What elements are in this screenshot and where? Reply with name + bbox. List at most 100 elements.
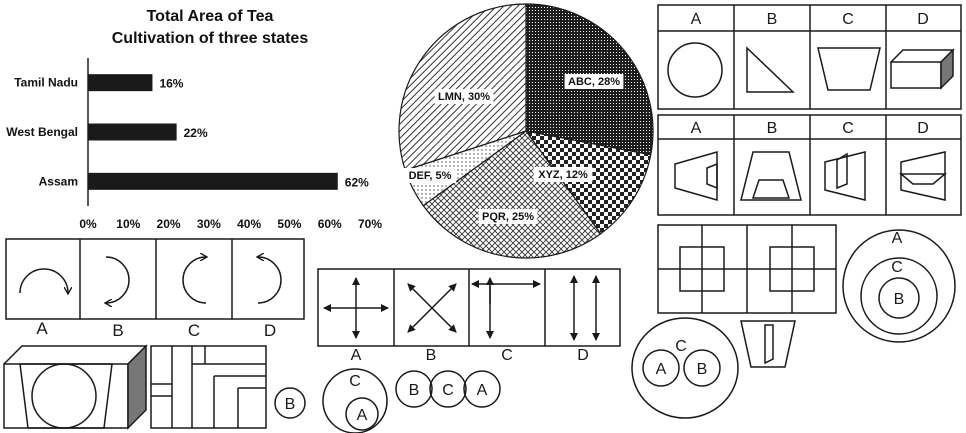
pie-label-bg-4	[434, 89, 494, 104]
venn-c-right-label: B	[697, 361, 708, 378]
bar-x-tick-5: 50%	[277, 217, 301, 231]
bar-category-label-0: Tamil Nadu	[14, 76, 78, 90]
pie-label-1: XYZ, 12%	[538, 169, 588, 181]
small-trapezoid-figure	[740, 320, 796, 368]
trapezoid-option-grid	[657, 114, 962, 216]
option-c-figure	[824, 151, 866, 201]
pie-slice-2	[422, 130, 602, 259]
pie-label-bg-3	[403, 168, 457, 183]
pie-label-bg-0	[564, 74, 624, 89]
venn-nested-label-outer: A	[892, 230, 903, 247]
venn-small-b-label: B	[285, 396, 296, 413]
pie-label-0: ABC, 28%	[568, 76, 620, 88]
venn-a-inner-circle	[345, 397, 379, 431]
bar-value-label-0: 16%	[159, 77, 183, 91]
pie-label-bg-2	[478, 209, 538, 224]
cuboid-shape	[890, 48, 955, 90]
bar-x-tick-6: 60%	[318, 217, 342, 231]
pie-slice-1	[524, 130, 652, 235]
pie-label-bg-1	[533, 167, 593, 182]
bar-chart-title: Total Area of Tea Cultivation of three s…	[60, 6, 360, 50]
bar-value-label-1: 22%	[184, 126, 208, 140]
brick-grid-figure	[150, 345, 267, 429]
trap-grid-header-c: C	[842, 120, 854, 137]
bar-1	[88, 123, 177, 141]
arc-option-label-c: C	[188, 321, 200, 340]
bar-x-tick-3: 30%	[197, 217, 221, 231]
shape-grid-header-a: A	[691, 11, 702, 28]
pie-label-3: DEF, 5%	[409, 170, 452, 182]
venn-chain-a-circle	[463, 370, 501, 408]
arc-option-label-d: D	[264, 321, 276, 340]
bar-chart-bars: Tamil Nadu 16% West Bengal 22% Assam 62% 0% 10%…	[6, 74, 382, 231]
venn-nested-label-middle: C	[891, 259, 903, 276]
venn-chain-label-c: C	[442, 382, 454, 399]
squares-panel	[657, 224, 837, 368]
arc-option-a-arrow	[19, 268, 68, 293]
venn-c-left-label: A	[656, 361, 667, 378]
arrow-option-label-b: B	[426, 347, 437, 364]
bar-x-tick-0: 0%	[79, 217, 97, 231]
venn-chain-label-b: B	[409, 382, 420, 399]
arc-option-label-b: B	[112, 321, 123, 340]
option-grids: A B C D A B C D	[657, 4, 962, 216]
option-b-figure	[740, 151, 802, 201]
venn-c-outer-circle	[322, 368, 388, 433]
arc-option-d-arrow	[258, 257, 282, 304]
venn-c-outer-label: C	[349, 373, 361, 390]
arrow-option-label-c: C	[501, 347, 513, 364]
venn-chain-b-circle	[395, 370, 433, 408]
bar-x-tick-1: 10%	[116, 217, 140, 231]
triangle-shape	[746, 46, 795, 93]
bar-chart-title-line-1: Total Area of Tea	[146, 8, 274, 25]
arrow-option-a-cross	[323, 277, 389, 339]
bar-category-label-1: West Bengal	[6, 125, 78, 139]
shape-grid-header-c: C	[842, 11, 854, 28]
arc-option-label-a: A	[36, 319, 48, 338]
arrow-option-c-t	[471, 277, 541, 339]
pie-label-4: LMN, 30%	[438, 91, 490, 103]
venn-nested-acb: A C B	[842, 229, 956, 343]
arrow-option-b-x	[407, 283, 457, 333]
shape-grid	[657, 4, 962, 110]
bar-0	[88, 74, 153, 92]
shape-grid-header-b: B	[767, 11, 778, 28]
trap-grid-header-b: B	[767, 120, 778, 137]
arc-options: A B C D	[5, 238, 305, 340]
bottom-left-figures	[3, 344, 267, 430]
square-right	[769, 246, 815, 292]
bar-2	[88, 172, 338, 190]
trap-grid-header-a: A	[691, 120, 702, 137]
bar-category-label-2: Assam	[39, 174, 78, 188]
venn-c-top-label: C	[675, 338, 687, 355]
trapezoid-shape	[817, 47, 881, 91]
bottom-venns: B C A B C A	[274, 368, 501, 433]
bar-chart-title-line-2: Cultivation of three states	[111, 30, 309, 47]
arc-option-c-arrow	[182, 257, 206, 304]
bar-x-tick-2: 20%	[157, 217, 181, 231]
pie-label-2: PQR, 25%	[482, 211, 534, 223]
square-left	[679, 246, 725, 292]
option-d-figure	[898, 151, 948, 201]
arc-option-b-arrow	[106, 256, 130, 303]
box-with-circle-figure	[3, 344, 148, 430]
pie-chart: ABC, 28% XYZ, 12% PQR, 25% DEF, 5% LMN, 30%	[398, 3, 654, 259]
venn-small-b-circle	[274, 387, 306, 419]
pie-labels: ABC, 28% XYZ, 12% PQR, 25% DEF, 5% LMN, 30%	[403, 74, 624, 224]
bar-chart: Tamil Nadu 16% West Bengal 22% Assam 62% 0% 10%…	[6, 58, 382, 231]
venn-chain-label-a: A	[477, 382, 488, 399]
venn-c-with-ab: C A B	[631, 317, 739, 419]
arrow-option-d-parallel	[570, 275, 600, 341]
shape-grid-header-d: D	[917, 11, 929, 28]
pie-slice-4	[398, 3, 527, 172]
arrow-option-label-a: A	[351, 347, 362, 364]
venn-a-inner-label: A	[357, 407, 368, 424]
option-a-figure	[674, 151, 718, 201]
arrow-option-label-d: D	[577, 347, 589, 364]
trap-grid-header-d: D	[917, 120, 929, 137]
venn-chain-c-circle	[429, 370, 467, 408]
venn-nested-label-inner: B	[894, 291, 905, 308]
arrow-options: A B C D	[317, 268, 621, 364]
circle-shape	[667, 42, 723, 98]
bar-value-label-2: 62%	[345, 175, 369, 189]
